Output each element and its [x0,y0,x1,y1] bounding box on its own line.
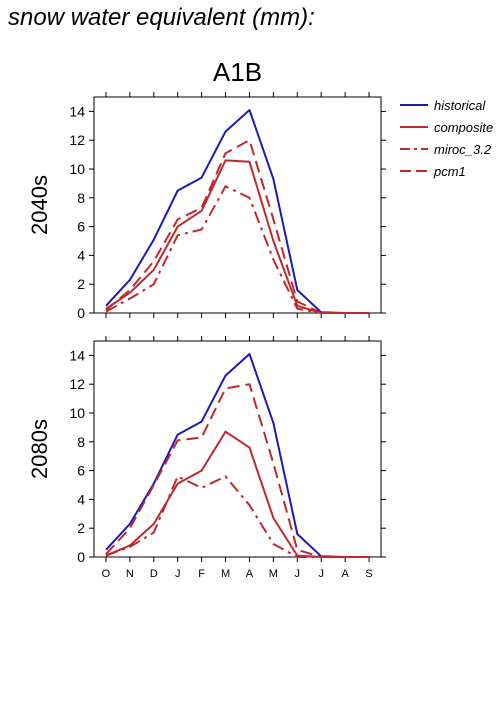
plot-frame [93,340,382,558]
y-tick-label: 2 [77,520,85,536]
x-tick-label: J [318,568,324,580]
x-tick-label: S [365,568,372,580]
legend: historical composite miroc_3.2 pcm1 [400,98,493,179]
x-tick-label: A [341,568,349,580]
chart-title: A1B [213,57,262,87]
x-tick-label: J [175,568,181,580]
x-tick-label: J [295,568,301,580]
legend-label: pcm1 [433,164,466,179]
series-line-pcm1 [105,383,369,558]
y-tick-label: 12 [69,376,85,392]
y-tick-label: 4 [77,491,85,507]
y-axis-label: 2040s [27,175,52,235]
legend-label: composite [434,120,493,135]
legend-label: miroc_3.2 [434,142,492,157]
y-tick-label: 14 [69,103,85,119]
chart-2080s: 0 2 4 6 8 10 12 14 O N D J F M A M J J A S 2080s [27,336,386,580]
x-tick-label: M [269,568,278,580]
x-tick-label: O [102,568,111,580]
y-tick-label: 0 [77,549,85,565]
y-tick-label: 2 [77,276,85,292]
x-tick-label: D [150,568,158,580]
y-tick-label: 6 [77,219,85,235]
y-tick-label: 6 [77,463,85,479]
series-line-pcm1 [105,139,369,314]
series-line-historical [105,109,369,314]
y-tick-label: 8 [77,190,85,206]
x-tick-label: M [221,568,230,580]
y-tick-label: 4 [77,247,85,263]
y-tick-label: 10 [69,405,85,421]
y-tick-label: 12 [69,132,85,148]
plot-frame [93,96,382,314]
x-tick-label: F [198,568,205,580]
series-line-miroc-3-2 [105,185,369,314]
y-tick-label: 0 [77,305,85,321]
x-tick-label: N [126,568,134,580]
y-tick-label: 8 [77,434,85,450]
y-tick-label: 10 [69,161,85,177]
series-line-miroc-3-2 [105,475,369,558]
page-title: snow water equivalent (mm): [8,4,315,31]
y-tick-label: 14 [69,347,85,363]
y-axis-label: 2080s [27,419,52,479]
x-tick-label: A [246,568,254,580]
series-line-historical [105,353,369,558]
legend-label: historical [434,98,486,113]
chart-2040s: 0 2 4 6 8 10 12 14 A1B 2040s [27,57,386,321]
